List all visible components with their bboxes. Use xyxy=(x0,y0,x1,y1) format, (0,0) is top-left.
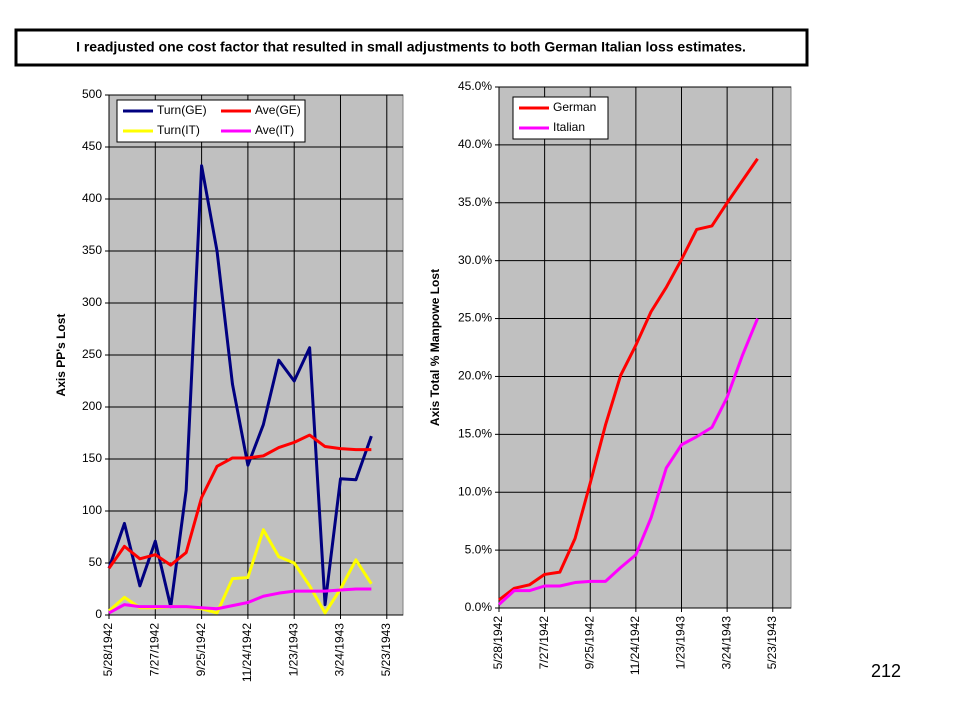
y-tick-label: 350 xyxy=(82,243,102,257)
y-tick-label: 0 xyxy=(95,607,102,621)
series-line xyxy=(498,157,759,602)
series-line xyxy=(497,317,759,606)
y-tick-label: 450 xyxy=(82,139,102,153)
y-tick-label: 45.0% xyxy=(458,79,492,93)
y-tick-label: 20.0% xyxy=(458,369,492,383)
x-tick-label: 5/28/1942 xyxy=(491,616,505,670)
y-tick-label: 25.0% xyxy=(458,311,492,325)
y-tick-label: 35.0% xyxy=(458,195,492,209)
y-tick-label: 40.0% xyxy=(458,137,492,151)
y-axis-label: Axis PP's Lost xyxy=(54,314,68,397)
legend-label: Turn(GE) xyxy=(157,103,207,117)
y-tick-label: 100 xyxy=(82,503,102,517)
legend-label: Ave(IT) xyxy=(255,123,294,137)
y-axis-label: Axis Total % Manpowe Lost xyxy=(428,269,442,426)
title-box xyxy=(14,28,809,67)
x-tick-label: 11/24/1942 xyxy=(240,623,254,682)
x-tick-label: 7/27/1942 xyxy=(537,616,551,670)
x-tick-label: 1/23/1943 xyxy=(286,623,300,677)
x-tick-label: 9/25/1942 xyxy=(194,623,208,677)
legend-label: Turn(IT) xyxy=(157,123,200,137)
y-tick-label: 500 xyxy=(82,87,102,101)
y-tick-label: 300 xyxy=(82,295,102,309)
y-tick-label: 15.0% xyxy=(458,427,492,441)
x-tick-label: 11/24/1942 xyxy=(628,616,642,675)
series-line xyxy=(107,164,373,609)
x-tick-label: 3/24/1943 xyxy=(719,616,733,670)
x-tick-label: 5/28/1942 xyxy=(101,623,115,677)
x-tick-label: 5/23/1943 xyxy=(765,616,779,670)
plot-area xyxy=(498,86,792,609)
y-tick-label: 50 xyxy=(89,555,103,569)
legend-box xyxy=(512,96,609,140)
x-tick-label: 7/27/1942 xyxy=(147,623,161,677)
x-tick-label: 5/23/1943 xyxy=(379,623,393,677)
slide-title: I readjusted one cost factor that result… xyxy=(76,39,746,55)
legend-label: Ave(GE) xyxy=(255,103,301,117)
x-tick-label: 9/25/1942 xyxy=(582,616,596,670)
legend-label: Italian xyxy=(553,120,585,134)
y-tick-label: 150 xyxy=(82,451,102,465)
y-tick-label: 10.0% xyxy=(458,484,492,498)
legend-label: German xyxy=(553,100,596,114)
y-tick-label: 200 xyxy=(82,399,102,413)
y-tick-label: 250 xyxy=(82,347,102,361)
y-tick-label: 0.0% xyxy=(465,600,493,614)
page-number: 212 xyxy=(871,661,901,681)
y-tick-label: 30.0% xyxy=(458,253,492,267)
legend-box xyxy=(116,99,306,143)
series-line xyxy=(107,433,372,570)
y-tick-label: 5.0% xyxy=(465,542,493,556)
series-line xyxy=(108,587,372,615)
x-tick-label: 3/24/1943 xyxy=(333,623,347,677)
y-tick-label: 400 xyxy=(82,191,102,205)
x-tick-label: 1/23/1943 xyxy=(674,616,688,670)
